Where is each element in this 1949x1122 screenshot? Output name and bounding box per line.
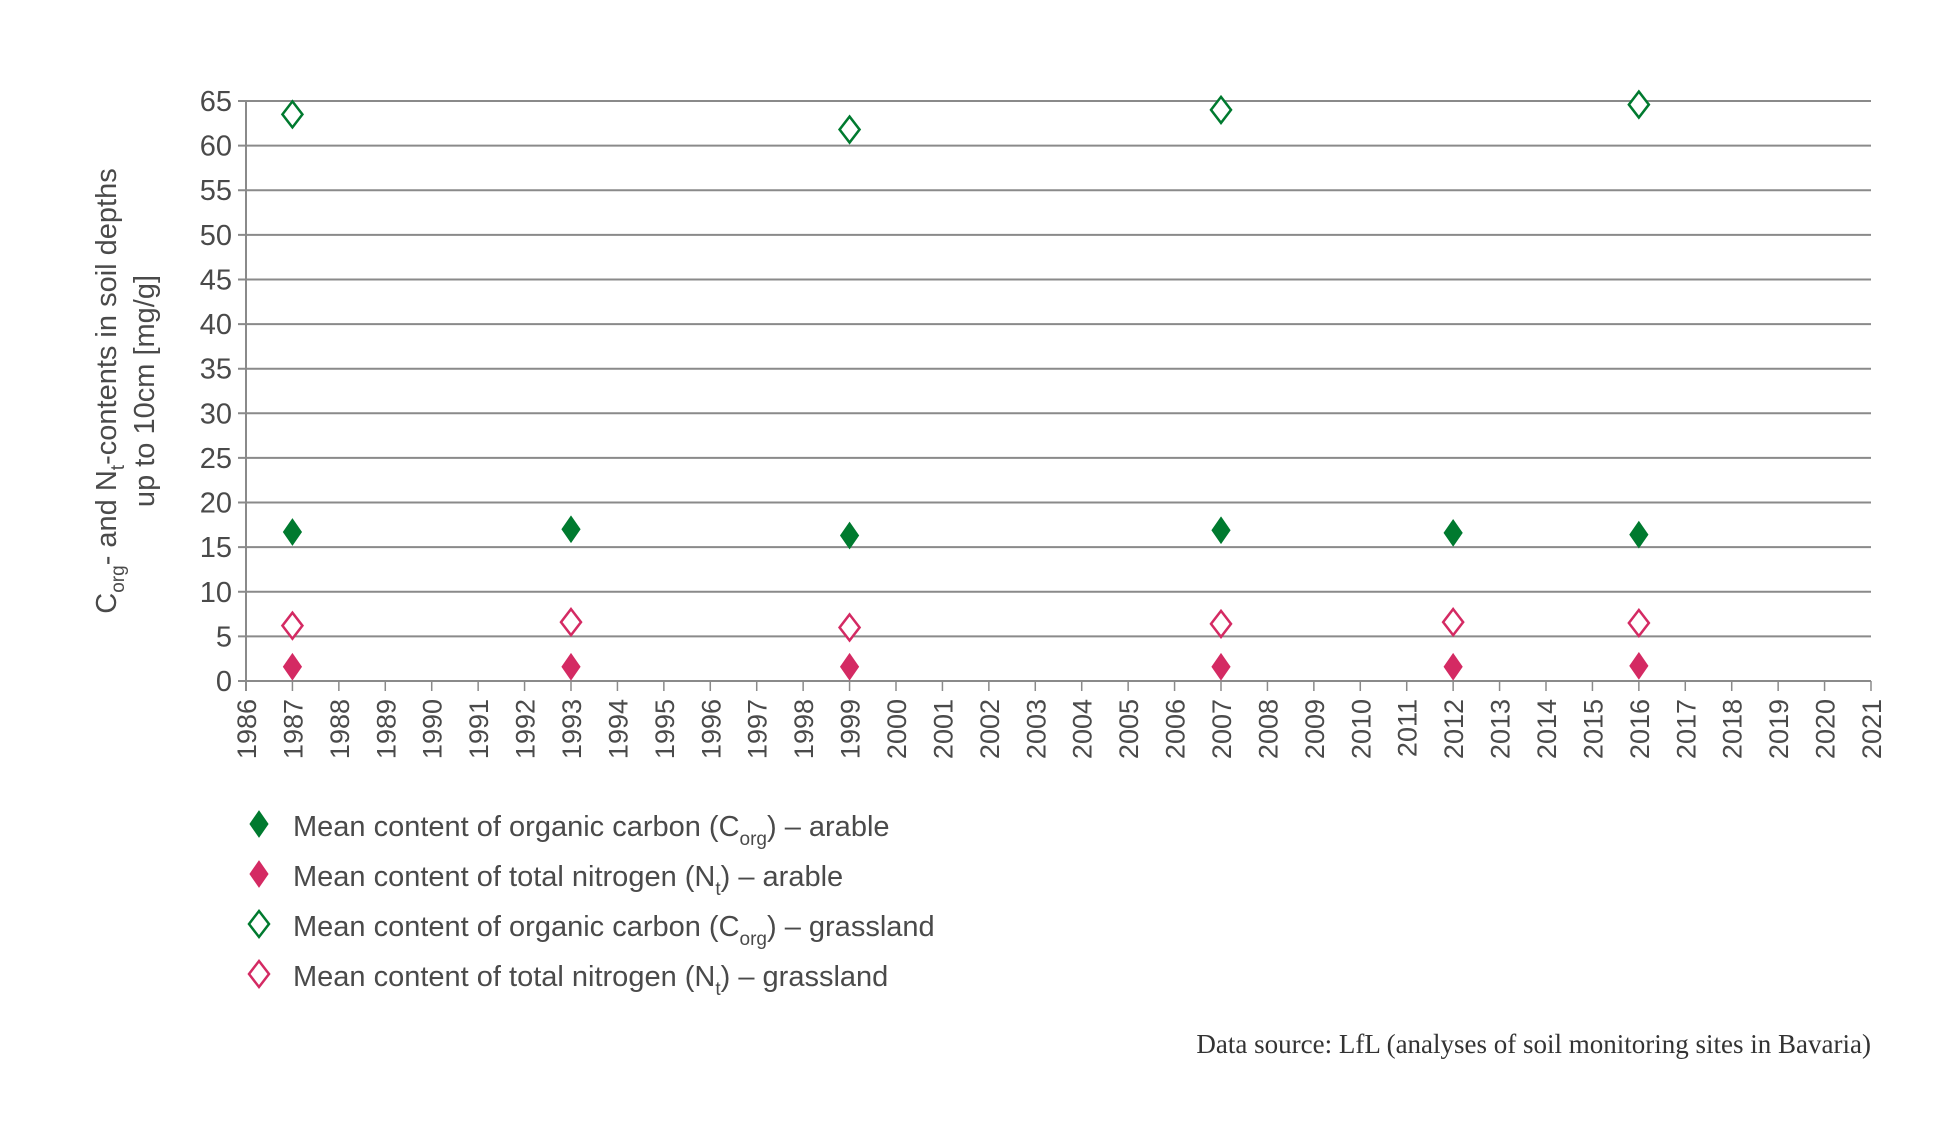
y-tick-label: 65 <box>200 86 232 118</box>
x-tick-label: 1986 <box>232 699 262 759</box>
x-tick-label: 1991 <box>464 699 494 759</box>
x-tick-label: 1995 <box>650 699 680 759</box>
gridlines <box>238 100 1872 691</box>
x-tick-label: 1992 <box>511 699 541 759</box>
data-point-series-3 <box>559 607 583 638</box>
x-tick-label: 2008 <box>1253 699 1283 759</box>
x-tick-label: 2019 <box>1764 699 1794 759</box>
x-tick-label: 2003 <box>1021 699 1051 759</box>
x-tick-label: 1998 <box>789 699 819 759</box>
data-point-series-1 <box>282 652 303 681</box>
x-tick-label: 1993 <box>557 699 587 759</box>
data-source-note: Data source: LfL (analyses of soil monit… <box>1196 1029 1871 1059</box>
x-tick-label: 2015 <box>1578 699 1608 759</box>
x-tick-label: 2011 <box>1393 699 1423 757</box>
y-tick-label: 5 <box>216 621 232 653</box>
x-tick-label: 2020 <box>1811 699 1841 759</box>
y-tick-label: 50 <box>200 220 232 252</box>
data-point-series-3 <box>1209 608 1233 639</box>
legend-marker <box>247 908 271 940</box>
x-tick-label: 2010 <box>1346 699 1376 759</box>
x-tick-label: 1999 <box>836 699 866 759</box>
data-point-series-3 <box>280 610 305 641</box>
x-tick-label: 1989 <box>371 699 401 759</box>
x-tick-label: 2012 <box>1439 699 1469 759</box>
y-tick-label: 15 <box>200 532 232 564</box>
data-point-series-0 <box>282 518 303 546</box>
y-tick-labels: 0 5 10 15 20 25 30 35 40 45 50 55 60 65 <box>200 86 232 698</box>
y-tick-label: 45 <box>200 264 232 296</box>
y-tick-label: 25 <box>200 443 232 475</box>
legend-label: Mean content of organic carbon (Corg) – … <box>293 911 935 950</box>
y-tick-label: 10 <box>200 577 232 609</box>
x-tick-labels: 1986 1987 1988 1989 1990 1991 1992 1993 1994 1995… <box>232 699 1887 759</box>
x-tick-label: 2006 <box>1161 699 1191 759</box>
x-tick-label: 1987 <box>278 699 308 759</box>
data-point-series-2 <box>837 114 862 145</box>
data-point-series-3 <box>1627 607 1651 639</box>
x-tick-label: 2005 <box>1114 699 1144 759</box>
data-point-series-1 <box>1211 652 1231 681</box>
legend-label: Mean content of organic carbon (Corg) – … <box>293 811 890 850</box>
x-tick-label: 1990 <box>418 699 448 759</box>
x-tick-label: 2018 <box>1718 699 1748 759</box>
data-point-series-1 <box>561 652 581 681</box>
y-tick-label: 40 <box>200 309 232 341</box>
x-tick-label: 2017 <box>1671 699 1701 759</box>
legend: Mean content of organic carbon (Corg) – … <box>247 810 935 1000</box>
data-point-series-0 <box>1211 516 1231 545</box>
x-tick-label: 2001 <box>928 699 958 759</box>
y-axis-label-line2: up to 10cm [mg/g] <box>129 275 161 507</box>
legend-marker <box>247 958 271 990</box>
data-point-series-1 <box>1443 652 1463 681</box>
x-tick-label: 1997 <box>743 699 773 759</box>
x-tick-label: 1988 <box>325 699 355 759</box>
data-points <box>280 89 1651 681</box>
legend-label: Mean content of total nitrogen (Nt) – gr… <box>293 961 888 1000</box>
x-tick-label: 2013 <box>1486 699 1516 759</box>
data-point-series-0 <box>839 521 860 550</box>
data-point-series-2 <box>280 99 305 130</box>
y-axis-label: Corg- and Nt-contents in soil depths <box>91 168 129 613</box>
data-point-series-1 <box>1629 651 1649 680</box>
x-tick-label: 2000 <box>882 699 912 759</box>
data-point-series-1 <box>839 652 860 681</box>
y-tick-label: 30 <box>200 398 232 430</box>
data-point-series-2 <box>1627 89 1651 120</box>
x-tick-label: 2009 <box>1300 699 1330 759</box>
data-point-series-3 <box>1441 607 1465 638</box>
x-tick-label: 1994 <box>603 699 633 759</box>
x-tick-label: 2016 <box>1625 699 1655 759</box>
y-tick-label: 0 <box>216 666 232 698</box>
y-tick-label: 55 <box>200 175 232 207</box>
y-tick-label: 20 <box>200 488 232 520</box>
x-tick-label: 2021 <box>1857 699 1887 759</box>
x-tick-label: 2014 <box>1532 699 1562 759</box>
data-point-series-2 <box>1209 94 1233 125</box>
x-tick-label: 2007 <box>1207 699 1237 759</box>
data-point-series-0 <box>1629 520 1649 549</box>
y-tick-label: 60 <box>200 131 232 163</box>
x-tick-label: 2002 <box>975 699 1005 759</box>
data-point-series-3 <box>837 612 862 643</box>
data-point-series-0 <box>1443 518 1463 547</box>
x-tick-label: 2004 <box>1068 699 1098 759</box>
legend-marker <box>249 810 269 838</box>
x-tick-label: 1996 <box>696 699 726 759</box>
data-point-series-0 <box>561 515 581 544</box>
y-tick-label: 35 <box>200 354 232 386</box>
legend-marker <box>249 860 269 888</box>
legend-label: Mean content of total nitrogen (Nt) – ar… <box>293 861 843 900</box>
